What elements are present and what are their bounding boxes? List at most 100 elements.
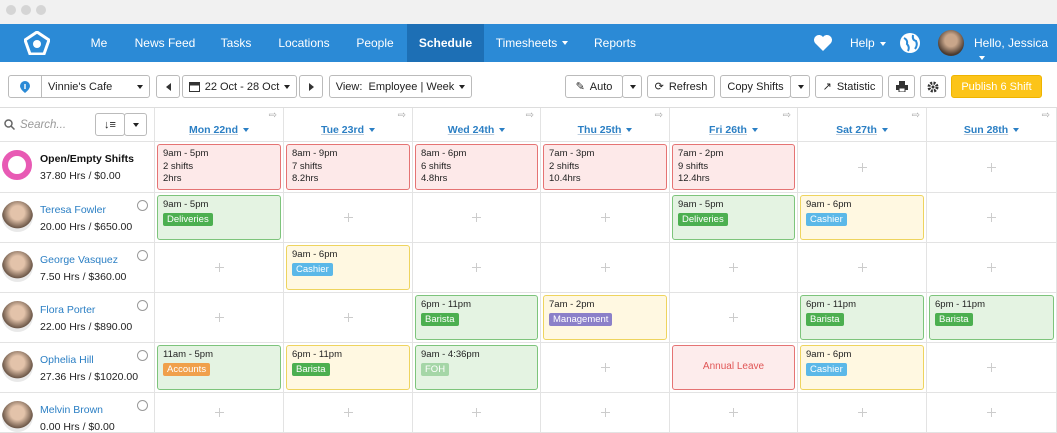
auto-button[interactable]: ✎ Auto [565,75,623,98]
shift-card[interactable]: Annual Leave [672,345,795,390]
shift-card[interactable]: 8am - 6pm 6 shifts 4.8hrs [415,144,538,190]
schedule-cell[interactable]: 9am - 4:36pm FOH [413,343,541,393]
schedule-cell[interactable]: 6pm - 11pm Barista [413,293,541,343]
shift-card[interactable]: 6pm - 11pm Barista [800,295,924,340]
schedule-cell[interactable] [413,243,541,293]
help-menu[interactable]: Help [850,36,886,50]
shift-card[interactable]: 9am - 5pm Deliveries [157,195,281,240]
schedule-cell[interactable]: Annual Leave [670,343,798,393]
schedule-cell[interactable] [413,193,541,243]
schedule-cell[interactable] [155,293,284,343]
day-label[interactable]: Tue 23rd [284,124,412,136]
schedule-cell[interactable] [541,193,670,243]
nav-item[interactable]: Schedule [407,24,484,62]
schedule-cell[interactable]: 9am - 5pm 2 shifts 2hrs [155,142,284,193]
schedule-cell[interactable] [798,243,927,293]
day-label[interactable]: Fri 26th [670,124,797,136]
schedule-cell[interactable] [541,343,670,393]
settings-button[interactable] [920,75,946,98]
schedule-cell[interactable]: 9am - 5pm Deliveries [670,193,798,243]
next-week[interactable] [299,75,323,98]
schedule-cell[interactable]: 7am - 2pm 9 shifts 12.4hrs [670,142,798,193]
schedule-cell[interactable]: 7am - 2pm Management [541,293,670,343]
nav-item[interactable]: Tasks [220,36,252,50]
schedule-cell[interactable] [927,193,1057,243]
schedule-cell[interactable] [155,243,284,293]
row-menu[interactable] [137,300,148,311]
schedule-cell[interactable] [927,393,1057,433]
sort-button[interactable]: ↓≡ [95,113,125,136]
schedule-cell[interactable] [670,393,798,433]
schedule-cell[interactable] [284,293,413,343]
avatar[interactable] [938,30,964,56]
shift-card[interactable]: 6pm - 11pm Barista [415,295,538,340]
schedule-cell[interactable]: 6pm - 11pm Barista [798,293,927,343]
schedule-cell[interactable] [798,142,927,193]
publish-button[interactable]: Publish 6 Shift [951,75,1042,98]
print-button[interactable] [888,75,915,98]
row-menu[interactable] [137,250,148,261]
schedule-cell[interactable] [798,393,927,433]
schedule-cell[interactable]: 7am - 3pm 2 shifts 10.4hrs [541,142,670,193]
schedule-cell[interactable]: 9am - 6pm Cashier [798,343,927,393]
employee-name[interactable]: Teresa Fowler [40,204,106,216]
schedule-cell[interactable] [927,243,1057,293]
user-menu[interactable]: Hello, Jessica [974,36,1057,64]
nav-item[interactable]: News Feed [134,36,196,50]
shift-card[interactable]: 9am - 4:36pm FOH [415,345,538,390]
shift-card[interactable]: 7am - 2pm 9 shifts 12.4hrs [672,144,795,190]
shift-card[interactable]: 7am - 2pm Management [543,295,667,340]
schedule-cell[interactable]: 6pm - 11pm Barista [284,343,413,393]
shift-card[interactable]: 9am - 6pm Cashier [286,245,410,290]
employee-name[interactable]: Ophelia Hill [40,354,94,366]
schedule-cell[interactable] [284,393,413,433]
location-icon-box[interactable] [8,75,42,98]
schedule-cell[interactable] [155,393,284,433]
schedule-cell[interactable]: 9am - 6pm Cashier [284,243,413,293]
schedule-cell[interactable] [413,393,541,433]
schedule-cell[interactable]: 6pm - 11pm Barista [927,293,1057,343]
sort-dropdown[interactable] [124,113,147,136]
schedule-cell[interactable] [284,193,413,243]
schedule-cell[interactable] [927,343,1057,393]
copy-dropdown[interactable] [790,75,810,98]
row-menu[interactable] [137,350,148,361]
schedule-cell[interactable] [541,393,670,433]
day-label[interactable]: Thu 25th [541,124,669,136]
shift-card[interactable]: 9am - 5pm 2 shifts 2hrs [157,144,281,190]
row-menu[interactable] [137,400,148,411]
schedule-cell[interactable]: 11am - 5pm Accounts [155,343,284,393]
prev-week[interactable] [156,75,180,98]
refresh-button[interactable]: ⟳ Refresh [647,75,715,98]
view-select[interactable]: View: Employee | Week [329,75,472,98]
shift-card[interactable]: 11am - 5pm Accounts [157,345,281,390]
schedule-cell[interactable]: 8am - 9pm 7 shifts 8.2hrs [284,142,413,193]
location-select[interactable]: Vinnie's Cafe [41,75,150,98]
employee-name[interactable]: Melvin Brown [40,404,104,416]
schedule-cell[interactable]: 8am - 6pm 6 shifts 4.8hrs [413,142,541,193]
day-label[interactable]: Sat 27th [798,124,926,136]
date-range[interactable]: 22 Oct - 28 Oct [182,75,297,98]
shift-card[interactable]: 8am - 9pm 7 shifts 8.2hrs [286,144,410,190]
nav-item[interactable]: Locations [278,36,330,50]
shift-card[interactable]: 9am - 6pm Cashier [800,195,924,240]
schedule-cell[interactable] [670,293,798,343]
shift-card[interactable]: 6pm - 11pm Barista [929,295,1054,340]
shift-card[interactable]: 9am - 5pm Deliveries [672,195,795,240]
heart-icon[interactable] [813,34,833,52]
globe-icon[interactable] [899,32,921,54]
auto-dropdown[interactable] [622,75,642,98]
nav-item[interactable]: Me [90,36,108,50]
row-menu[interactable] [137,200,148,211]
nav-item[interactable]: People [356,36,394,50]
employee-name[interactable]: George Vasquez [40,254,119,266]
day-label[interactable]: Sun 28th [927,124,1056,136]
schedule-cell[interactable] [541,243,670,293]
schedule-cell[interactable]: 9am - 5pm Deliveries [155,193,284,243]
statistic-button[interactable]: ↗ Statistic [815,75,883,98]
schedule-cell[interactable] [927,142,1057,193]
employee-name[interactable]: Flora Porter [40,304,96,316]
copy-shifts-button[interactable]: Copy Shifts [720,75,791,98]
logo[interactable] [24,31,50,55]
search-input[interactable]: Search... [20,119,67,131]
